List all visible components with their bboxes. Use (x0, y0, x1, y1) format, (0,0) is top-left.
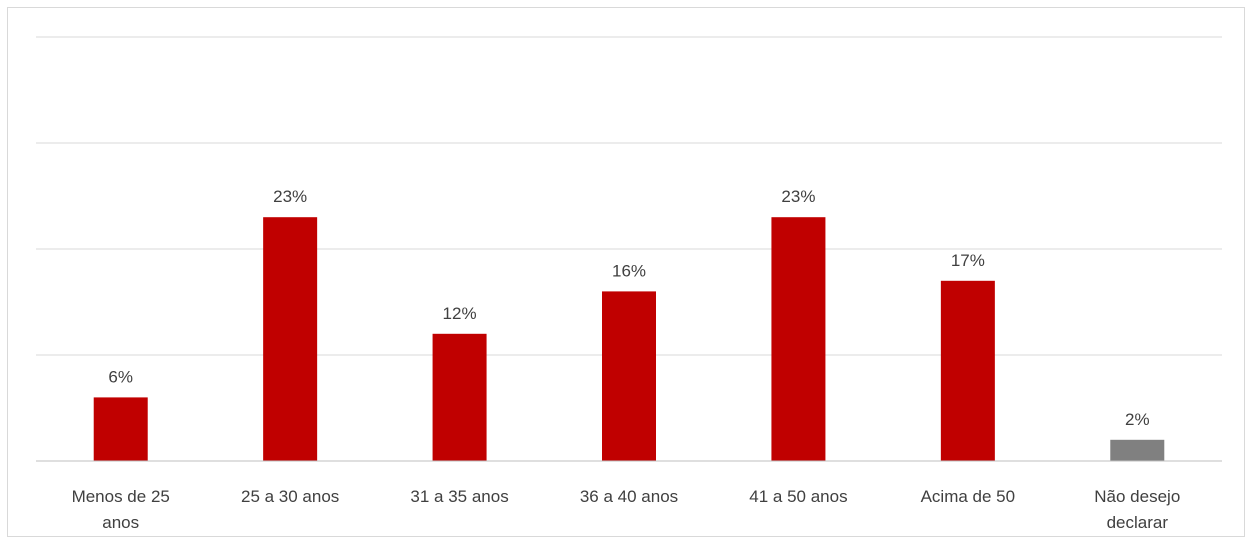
category-label-2: 25 a 30 anos (241, 487, 339, 506)
category-label-1: Menos de 25 anos (72, 487, 170, 532)
bar-7 (1110, 439, 1165, 461)
bar-3 (432, 333, 487, 461)
category-label-4: 36 a 40 anos (580, 487, 678, 506)
bar-4 (602, 291, 656, 461)
data-label-6: 17% (951, 251, 985, 270)
category-label-3: 31 a 35 anos (410, 487, 508, 506)
category-label-7: Não desejo declarar (1094, 487, 1180, 532)
bar-6 (940, 280, 995, 461)
bar-5 (771, 217, 826, 461)
bar-2 (263, 217, 318, 461)
data-label-4: 16% (612, 261, 646, 280)
category-label-5: 41 a 50 anos (749, 487, 847, 506)
category-label-6: Acima de 50 (921, 487, 1016, 506)
data-label-1: 6% (108, 367, 133, 386)
data-label-7: 2% (1125, 410, 1150, 429)
data-label-3: 12% (443, 304, 477, 323)
bar-1 (93, 397, 148, 461)
data-label-5: 23% (781, 187, 815, 206)
data-label-2: 23% (273, 187, 307, 206)
